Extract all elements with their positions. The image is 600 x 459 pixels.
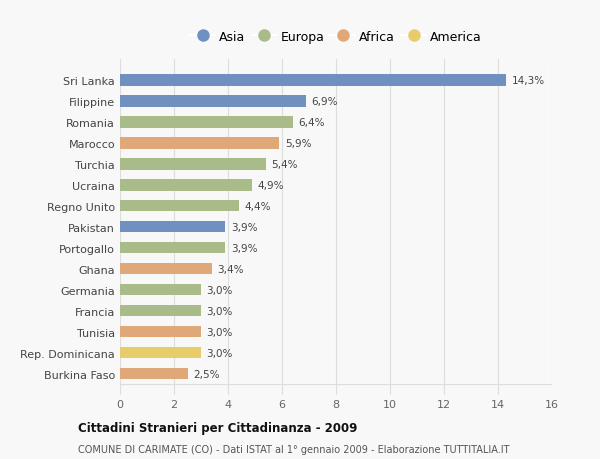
Bar: [120, 201, 239, 212]
Text: 2,5%: 2,5%: [193, 369, 220, 379]
Bar: [120, 221, 226, 233]
Text: 5,4%: 5,4%: [271, 159, 298, 169]
Bar: [120, 159, 266, 170]
Text: Cittadini Stranieri per Cittadinanza - 2009: Cittadini Stranieri per Cittadinanza - 2…: [78, 421, 358, 434]
Text: 14,3%: 14,3%: [511, 76, 545, 86]
Bar: [120, 305, 201, 317]
Bar: [120, 75, 506, 86]
Text: 3,0%: 3,0%: [206, 327, 233, 337]
Bar: [120, 368, 187, 380]
Bar: [120, 96, 307, 107]
Bar: [120, 179, 253, 191]
Text: 4,4%: 4,4%: [244, 202, 271, 211]
Text: 3,9%: 3,9%: [230, 243, 257, 253]
Bar: [120, 138, 280, 149]
Legend: Asia, Europa, Africa, America: Asia, Europa, Africa, America: [185, 26, 487, 49]
Text: 4,9%: 4,9%: [258, 180, 284, 190]
Text: COMUNE DI CARIMATE (CO) - Dati ISTAT al 1° gennaio 2009 - Elaborazione TUTTITALI: COMUNE DI CARIMATE (CO) - Dati ISTAT al …: [78, 444, 509, 454]
Bar: [120, 284, 201, 296]
Bar: [120, 347, 201, 358]
Text: 6,9%: 6,9%: [312, 96, 338, 106]
Text: 3,0%: 3,0%: [206, 306, 233, 316]
Text: 5,9%: 5,9%: [285, 139, 311, 148]
Bar: [120, 263, 212, 275]
Text: 3,0%: 3,0%: [206, 285, 233, 295]
Bar: [120, 326, 201, 338]
Text: 3,4%: 3,4%: [217, 264, 244, 274]
Bar: [120, 117, 293, 128]
Text: 3,0%: 3,0%: [206, 348, 233, 358]
Bar: [120, 242, 226, 254]
Text: 3,9%: 3,9%: [230, 222, 257, 232]
Text: 6,4%: 6,4%: [298, 118, 325, 128]
